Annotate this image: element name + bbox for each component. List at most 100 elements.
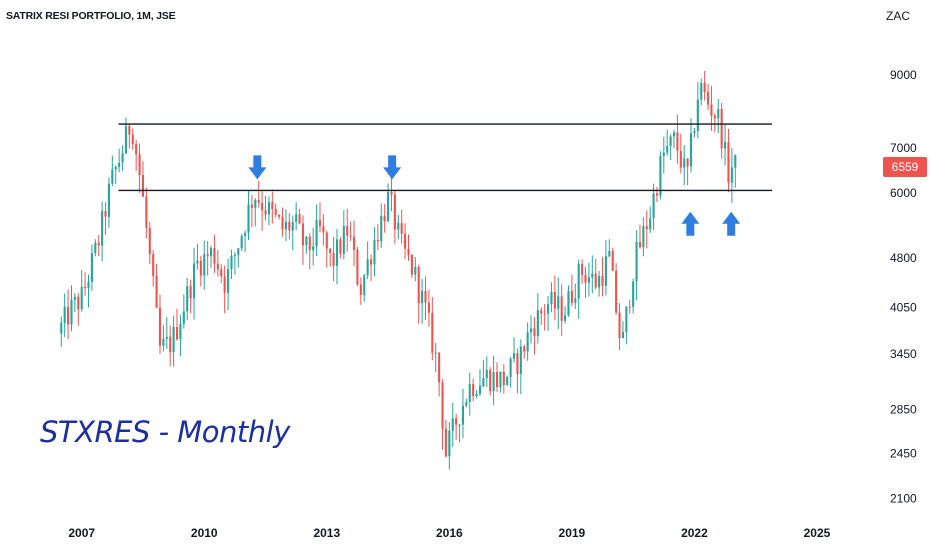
candle-body[interactable] <box>380 215 383 242</box>
candle-body[interactable] <box>710 104 713 116</box>
candle-body[interactable] <box>288 221 291 231</box>
candle-body[interactable] <box>611 250 614 271</box>
candle-body[interactable] <box>152 254 155 276</box>
candle-body[interactable] <box>591 273 594 278</box>
candle-body[interactable] <box>713 115 716 119</box>
candle-body[interactable] <box>693 131 696 134</box>
candle-body[interactable] <box>114 167 117 170</box>
candle-body[interactable] <box>291 221 294 231</box>
candle-body[interactable] <box>308 236 311 251</box>
candle-body[interactable] <box>676 132 679 151</box>
candle-body[interactable] <box>547 304 550 314</box>
candle-body[interactable] <box>655 193 659 196</box>
candle-body[interactable] <box>359 284 362 295</box>
candle-body[interactable] <box>417 266 420 304</box>
candle-body[interactable] <box>598 276 601 288</box>
candle-body[interactable] <box>124 126 128 154</box>
candle-body[interactable] <box>70 299 73 325</box>
candle-body[interactable] <box>543 313 546 315</box>
candle-body[interactable] <box>305 236 308 246</box>
candle-body[interactable] <box>724 142 727 149</box>
candle-body[interactable] <box>502 371 505 386</box>
candle-body[interactable] <box>387 191 390 222</box>
candle-body[interactable] <box>482 378 485 387</box>
candle-body[interactable] <box>516 353 519 374</box>
candle-body[interactable] <box>404 233 407 249</box>
candle-body[interactable] <box>444 428 447 457</box>
candle-body[interactable] <box>145 196 148 228</box>
candle-body[interactable] <box>400 223 403 234</box>
candle-body[interactable] <box>689 133 693 167</box>
candle-body[interactable] <box>451 418 454 431</box>
candle-body[interactable] <box>506 376 509 386</box>
candle-body[interactable] <box>649 218 652 230</box>
candle-body[interactable] <box>349 235 352 237</box>
candle-body[interactable] <box>448 430 451 457</box>
candle-body[interactable] <box>638 241 642 248</box>
candle-body[interactable] <box>533 328 536 337</box>
candle-body[interactable] <box>441 382 444 429</box>
candle-body[interactable] <box>635 241 638 282</box>
candle-body[interactable] <box>717 108 720 119</box>
candle-body[interactable] <box>97 242 100 246</box>
candle-body[interactable] <box>574 298 577 303</box>
candle-body[interactable] <box>410 254 413 275</box>
candle-body[interactable] <box>407 248 410 255</box>
candle-body[interactable] <box>557 296 560 309</box>
candle-body[interactable] <box>298 214 301 224</box>
candle-body[interactable] <box>564 315 567 321</box>
candle-body[interactable] <box>189 286 192 299</box>
candle-body[interactable] <box>325 232 328 249</box>
candle-body[interactable] <box>397 223 400 230</box>
candle-body[interactable] <box>121 153 124 163</box>
candle-body[interactable] <box>165 336 168 339</box>
candle-body[interactable] <box>560 296 563 321</box>
candle-body[interactable] <box>118 162 121 168</box>
candle-body[interactable] <box>421 290 424 304</box>
candle-body[interactable] <box>77 296 80 310</box>
candle-body[interactable] <box>213 248 216 264</box>
candle-body[interactable] <box>519 346 522 374</box>
candle-body[interactable] <box>335 239 339 266</box>
candle-body[interactable] <box>111 169 114 184</box>
candle-body[interactable] <box>278 214 281 217</box>
candle-body[interactable] <box>553 292 556 309</box>
candle-body[interactable] <box>581 263 584 275</box>
candle-body[interactable] <box>148 227 151 255</box>
candle-body[interactable] <box>570 290 573 303</box>
candle-body[interactable] <box>683 158 686 168</box>
candle-body[interactable] <box>621 331 625 339</box>
candle-body[interactable] <box>369 259 373 265</box>
candle-body[interactable] <box>196 260 199 264</box>
candle-body[interactable] <box>730 167 733 183</box>
candle-body[interactable] <box>101 210 104 246</box>
candle-body[interactable] <box>373 239 376 265</box>
candle-body[interactable] <box>179 323 182 340</box>
candle-body[interactable] <box>192 263 196 299</box>
candle-body[interactable] <box>489 369 492 392</box>
candle-body[interactable] <box>138 154 141 176</box>
candle-body[interactable] <box>135 144 138 155</box>
candle-body[interactable] <box>63 306 66 323</box>
candle-body[interactable] <box>434 352 437 354</box>
candle-body[interactable] <box>346 226 349 236</box>
candle-body[interactable] <box>281 216 284 230</box>
candle-body[interactable] <box>155 275 158 308</box>
candle-body[interactable] <box>550 292 553 305</box>
candle-body[interactable] <box>254 200 257 208</box>
candle-body[interactable] <box>720 108 723 149</box>
candle-body[interactable] <box>90 253 93 282</box>
candle-body[interactable] <box>175 326 179 340</box>
candle-body[interactable] <box>318 220 322 227</box>
candle-body[interactable] <box>169 336 172 353</box>
candle-body[interactable] <box>230 255 233 270</box>
candle-body[interactable] <box>594 273 597 288</box>
candle-body[interactable] <box>162 338 165 346</box>
candle-body[interactable] <box>478 386 482 394</box>
candle-body[interactable] <box>271 202 274 210</box>
candle-body[interactable] <box>312 246 315 251</box>
candle-body[interactable] <box>431 312 434 353</box>
candle-body[interactable] <box>485 369 488 379</box>
candle-body[interactable] <box>706 92 710 105</box>
candle-body[interactable] <box>203 254 206 276</box>
